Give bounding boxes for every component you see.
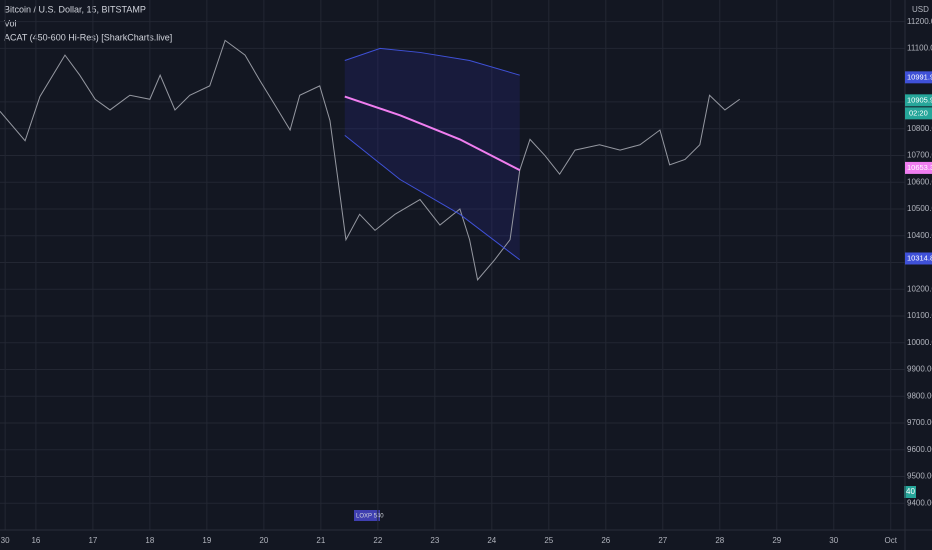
x-tick-label: 30	[1, 536, 10, 545]
y-tick-label: 10800.00	[907, 124, 932, 133]
y-tick-label: 9500.00	[907, 472, 932, 481]
y-tick-label: 11200.00	[907, 17, 932, 26]
x-tick-label: 18	[145, 536, 154, 545]
band-fill	[344, 48, 520, 260]
x-tick-label: 17	[88, 536, 97, 545]
countdown: 02:20	[909, 108, 928, 117]
y-tick-label: 9600.00	[907, 445, 932, 454]
y-tick-label: 10500.00	[907, 204, 932, 213]
y-tick-label: 10600.00	[907, 177, 932, 186]
symbol-title: Bitcoin / U.S. Dollar, 15, BITSTAMP	[4, 4, 146, 14]
x-tick-label: 22	[373, 536, 382, 545]
x-tick-label: 29	[772, 536, 781, 545]
x-tick-label: 21	[316, 536, 325, 545]
x-tick-label: 19	[202, 536, 211, 545]
price-label: 10991.94	[907, 72, 932, 81]
y-tick-label: 10400.00	[907, 231, 932, 240]
y-tick-label: 9900.00	[907, 365, 932, 374]
series-line	[344, 47, 520, 76]
y-tick-label: 10100.00	[907, 311, 932, 320]
x-tick-label: 24	[487, 536, 496, 545]
x-tick-label: 26	[601, 536, 610, 545]
countdown-box	[905, 107, 932, 120]
corner-box	[904, 486, 916, 498]
x-tick-label: 30	[829, 536, 838, 545]
annotation: LOXP 540	[356, 514, 384, 520]
x-tick-label: 25	[544, 536, 553, 545]
corner-label: 40	[906, 487, 915, 496]
price-label: 10653.39	[907, 163, 932, 172]
x-tick-label: 27	[658, 536, 667, 545]
vol-label: Vol	[4, 18, 17, 28]
series-line	[0, 39, 741, 281]
y-tick-label: 10700.00	[907, 151, 932, 160]
currency: USD	[912, 5, 929, 14]
price-label-box	[905, 71, 932, 84]
price-label-box	[905, 161, 932, 174]
x-tick-label: 28	[715, 536, 724, 545]
y-tick-label: 11100.00	[907, 44, 932, 53]
price-label-box	[905, 252, 932, 265]
series-line	[344, 134, 521, 261]
y-tick-label: 9400.00	[907, 498, 932, 507]
y-tick-label: 10000.00	[907, 338, 932, 347]
x-tick-label: 23	[430, 536, 439, 545]
x-tick-label: 20	[259, 536, 268, 545]
x-tick-label: 16	[31, 536, 40, 545]
indicator-label: ACAT (450-600 Hi-Res) [SharkCharts.live]	[4, 32, 172, 42]
y-tick-label: 9800.00	[907, 391, 932, 400]
y-tick-label: 9700.00	[907, 418, 932, 427]
y-tick-label: 10200.00	[907, 284, 932, 293]
annotation-box	[354, 510, 380, 521]
x-tick-label: Oct	[885, 536, 898, 545]
price-label-box	[905, 94, 932, 107]
series-line	[344, 95, 521, 172]
price-label: 10905.97	[907, 95, 932, 104]
price-label: 10314.83	[907, 253, 932, 262]
